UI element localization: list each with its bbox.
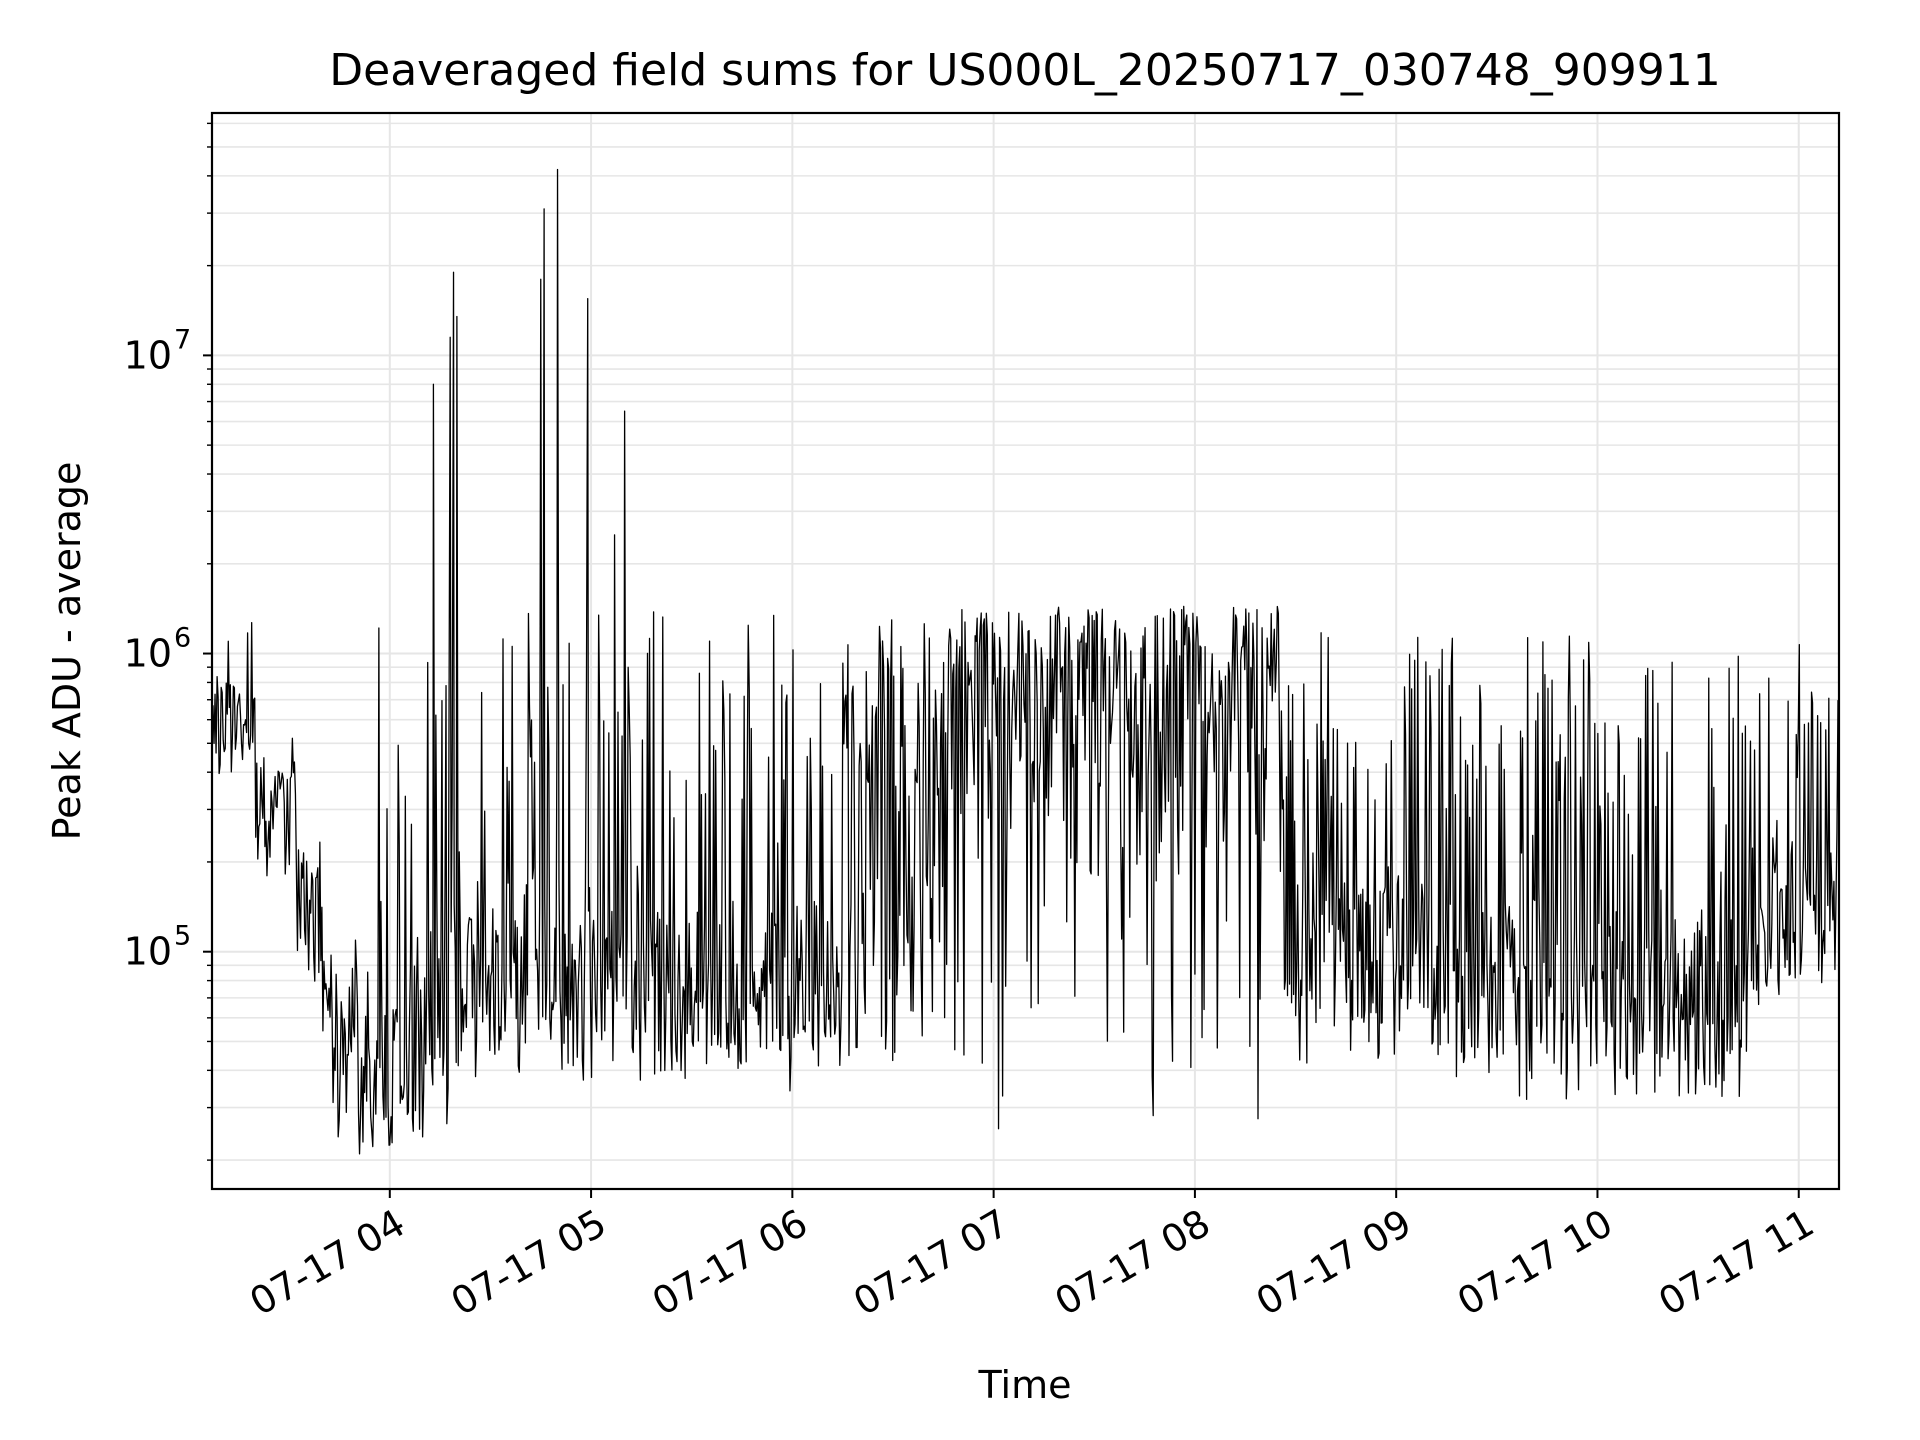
plot-frame <box>210 111 1841 1191</box>
y-tick-exponent: 7 <box>174 324 191 355</box>
y-axis-label: Peak ADU - average <box>45 462 89 841</box>
y-tick-label: 10 <box>124 333 172 377</box>
y-tick-label: 10 <box>124 930 172 974</box>
y-tick-exponent: 6 <box>174 623 191 654</box>
chart-title: Deaveraged field sums for US000L_2025071… <box>329 45 1721 96</box>
y-tick-exponent: 5 <box>174 921 191 952</box>
data-line-layer <box>211 168 1840 1155</box>
y-tick-label: 10 <box>124 632 172 676</box>
series-line <box>211 168 1840 1155</box>
x-axis-label: Time <box>978 1363 1072 1407</box>
